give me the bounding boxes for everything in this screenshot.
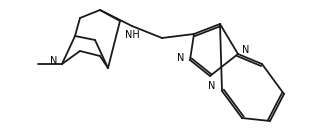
Text: N: N [176,53,184,63]
Text: N: N [208,81,216,91]
Text: N: N [50,56,57,66]
Text: NH: NH [125,30,139,40]
Text: N: N [242,45,249,55]
